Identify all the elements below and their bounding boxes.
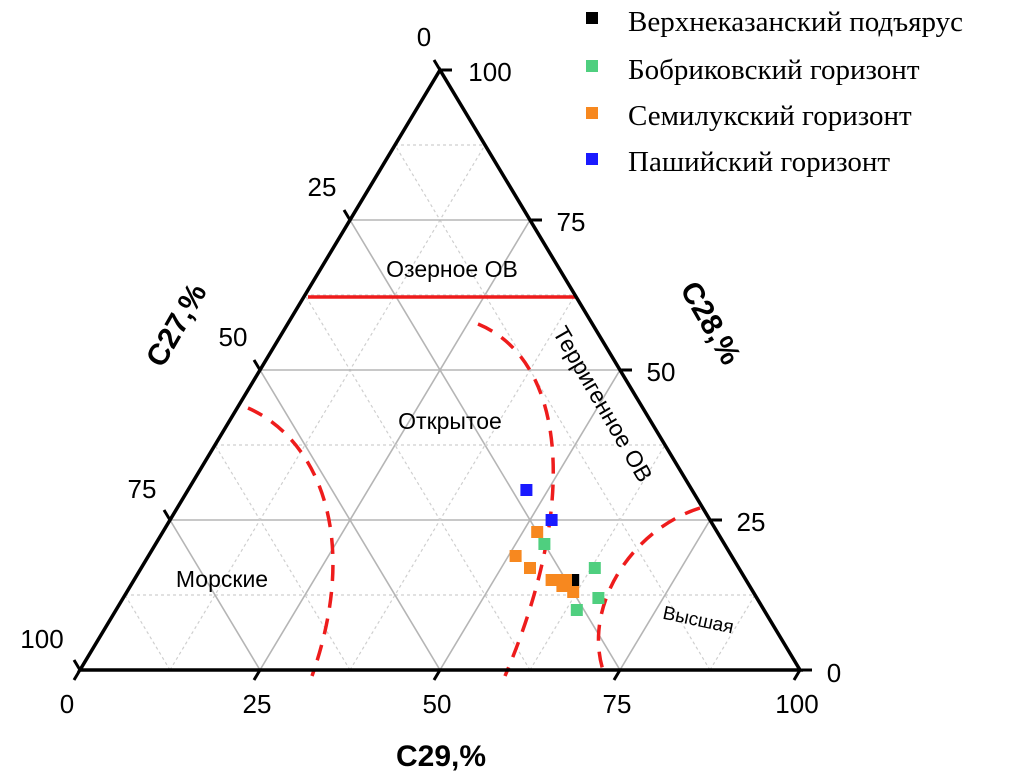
data-point [560, 574, 572, 586]
legend-label: Верхнеказанский подъярус [628, 6, 963, 38]
legend-swatch [586, 60, 598, 72]
data-point [588, 562, 601, 574]
left-axis-title: C27,% [140, 278, 214, 372]
left-tick-label: 25 [308, 172, 337, 202]
legend-label: Семилукский горизонт [628, 100, 912, 132]
tick-mark-left [72, 659, 82, 671]
grid-line-c27 [259, 369, 441, 671]
region-label-lacustrine: Озерное ОВ [386, 256, 518, 282]
region-label-higher: Высшая [661, 603, 736, 638]
grid-line-c27 [214, 444, 351, 671]
bottom-tick-label: 0 [60, 689, 74, 719]
legend-swatch [586, 153, 598, 165]
legend-label: Пашийский горизонт [628, 146, 890, 178]
bottom-tick-label: 25 [243, 689, 272, 719]
data-point [520, 484, 533, 496]
tick-mark-bottom [612, 669, 622, 681]
grid-line-c29 [349, 294, 576, 671]
region-label-marine: Морские [176, 566, 268, 592]
tick-mark-bottom [792, 669, 802, 681]
data-point [570, 604, 583, 616]
left-tick-label: 75 [128, 474, 157, 504]
boundary-terrigenous [477, 322, 556, 677]
grid-line-c29 [529, 444, 666, 671]
data-point [524, 562, 536, 574]
bottom-tick-label: 75 [603, 689, 632, 719]
grid-line-c27 [394, 144, 711, 671]
grid-line-c29 [439, 369, 621, 671]
left-tick-label: 50 [219, 322, 248, 352]
grid-line-c29 [619, 519, 711, 671]
tick-mark-left [342, 209, 352, 221]
bottom-axis-title: C29,% [396, 740, 486, 773]
region-boundaries [247, 295, 701, 677]
legend-label: Бобриковский горизонт [628, 54, 920, 86]
right-tick-label: 100 [468, 57, 511, 87]
legend-swatch [586, 12, 598, 24]
data-point [531, 526, 544, 538]
tick-mark-bottom [432, 669, 442, 681]
legend: Верхнеказанский подъярус Бобриковский го… [586, 6, 963, 178]
bottom-tick-label: 50 [423, 689, 452, 719]
right-tick-label: 0 [827, 658, 841, 688]
data-point [567, 586, 580, 598]
grid-line-c27 [169, 519, 261, 671]
data-point [545, 514, 558, 526]
grid-line-c29 [709, 594, 756, 671]
tick-mark-left [162, 509, 172, 521]
boundary-higher [596, 506, 701, 677]
data-point [509, 550, 522, 562]
data-point [538, 538, 551, 550]
data-points [509, 484, 605, 616]
right-axis-title: C28,% [673, 276, 747, 370]
tick-marks [72, 59, 812, 681]
boundary-marine [247, 406, 335, 677]
tick-mark-left [432, 59, 442, 71]
legend-swatch [586, 107, 598, 119]
grid-line-c29 [169, 144, 486, 671]
right-tick-label: 50 [647, 357, 676, 387]
tick-mark-bottom [252, 669, 262, 681]
bottom-tick-label: 100 [775, 689, 818, 719]
grid-line-c27 [124, 594, 171, 671]
right-tick-label: 25 [737, 507, 766, 537]
right-tick-label: 75 [557, 207, 586, 237]
tick-mark-left [252, 359, 262, 371]
left-tick-label: 100 [20, 624, 63, 654]
region-label-open: Открытое [398, 408, 502, 434]
left-tick-label: 0 [417, 22, 431, 52]
data-point [592, 592, 605, 604]
grid-line-c27 [304, 294, 531, 671]
tick-mark-bottom [72, 669, 82, 681]
